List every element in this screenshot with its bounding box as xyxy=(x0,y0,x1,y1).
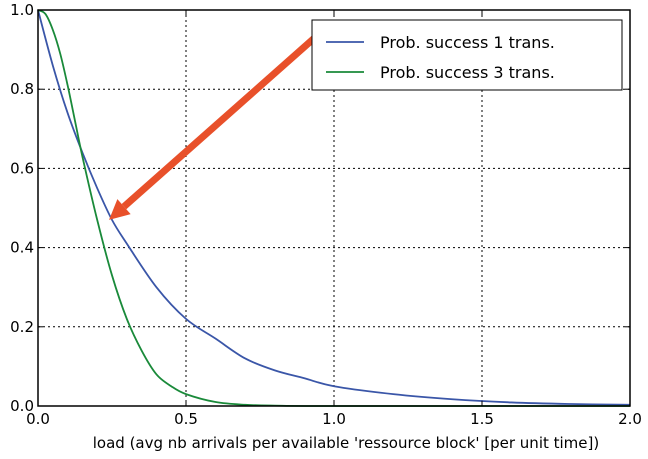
y-tick-label: 0.2 xyxy=(10,318,34,336)
x-tick-label: 0.0 xyxy=(26,410,50,428)
y-tick-label: 0.6 xyxy=(10,159,34,177)
y-axis-ticks: 0.0 0.2 0.4 0.6 0.8 1.0 xyxy=(10,1,630,415)
legend: Prob. success 1 trans. Prob. success 3 tr… xyxy=(311,19,623,91)
y-tick-label: 0.4 xyxy=(10,239,34,257)
legend-label-2: Prob. success 3 trans. xyxy=(380,63,555,82)
x-tick-label: 2.0 xyxy=(618,410,642,428)
annotation-arrow-head xyxy=(109,199,131,220)
annotation-layer xyxy=(109,31,322,220)
x-axis-ticks: 0.0 0.5 1.0 1.5 2.0 xyxy=(26,10,642,428)
y-tick-label: 1.0 xyxy=(10,1,34,19)
legend-label-1: Prob. success 1 trans. xyxy=(380,33,555,52)
legend-box xyxy=(311,19,623,91)
x-tick-label: 0.5 xyxy=(174,410,198,428)
y-tick-label: 0.8 xyxy=(10,80,34,98)
x-axis-label: load (avg nb arrivals per available 'res… xyxy=(93,434,599,452)
x-tick-label: 1.0 xyxy=(322,410,346,428)
annotation-arrow-shaft xyxy=(121,31,322,210)
x-tick-label: 1.5 xyxy=(470,410,494,428)
y-tick-label: 0.0 xyxy=(10,397,34,415)
